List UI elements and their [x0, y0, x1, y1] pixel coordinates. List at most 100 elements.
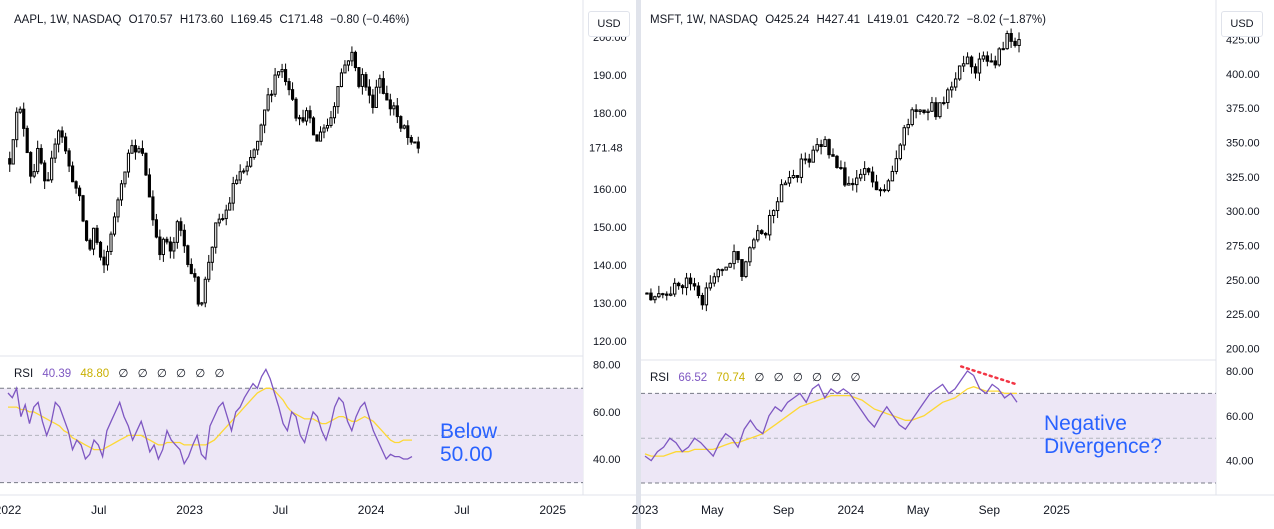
time-tick-label: 2025 [539, 503, 566, 517]
candle-body [133, 145, 138, 153]
candle-body [918, 109, 922, 113]
candle-body [409, 137, 413, 143]
candle-body [126, 152, 131, 173]
rsi-tick-label: 40.00 [1226, 456, 1254, 468]
candle-body [315, 134, 319, 142]
candle-body [712, 276, 716, 284]
rsi-placeholder: ∅ [812, 372, 823, 384]
currency-button[interactable]: USD [588, 11, 630, 37]
candle-body [661, 293, 665, 296]
currency-button[interactable]: USD [1221, 11, 1263, 37]
candle-body [151, 196, 155, 221]
aapl-chart-panel[interactable]: 200.00190.00180.00170.00160.00150.00140.… [0, 0, 636, 529]
candle-body [161, 238, 165, 256]
candle-body [684, 277, 689, 289]
price-tick-label: 150.00 [593, 222, 627, 234]
candle-body [870, 171, 875, 183]
candle-body [1017, 39, 1021, 46]
candle-body [839, 166, 843, 169]
candle-body [105, 250, 110, 266]
candle-body [680, 285, 685, 289]
candle-body [748, 247, 752, 263]
candle-body [71, 165, 75, 183]
candle-body [32, 171, 36, 177]
aapl-chart-svg[interactable]: 200.00190.00180.00170.00160.00150.00140.… [0, 0, 636, 529]
candle-body [645, 292, 649, 295]
candle-body [11, 139, 15, 165]
candle-body [287, 81, 291, 91]
candle-body [906, 124, 910, 129]
candle-body [392, 105, 396, 110]
candle-body [732, 251, 736, 265]
candle-body [374, 86, 378, 108]
candle-body [795, 175, 800, 178]
msft-chart-svg[interactable]: 425.00 400.00 375.00 350.00 325.00 300.00 275.… [632, 0, 1274, 529]
candle-body [835, 155, 839, 168]
rsi-tick-label: 40.00 [593, 454, 621, 466]
msft-change: −8.02 (−1.87%) [966, 14, 1046, 26]
candle-body [938, 102, 942, 118]
candle-body [137, 148, 141, 153]
candle-body [696, 285, 701, 296]
candle-body [898, 144, 903, 160]
candle-body [91, 227, 96, 250]
candle-body [224, 209, 228, 220]
candle-body [140, 148, 145, 154]
candle-body [25, 127, 29, 154]
candle-body [231, 182, 235, 204]
price-tick-label: 190.00 [593, 70, 627, 82]
candle-body [235, 179, 239, 184]
candle-body [109, 233, 113, 252]
candle-body [413, 141, 417, 144]
price-tick-label: 400.00 [1226, 69, 1260, 81]
msft-symbol: MSFT, 1W, NASDAQ [650, 14, 758, 26]
msft-chart-panel[interactable]: 425.00 400.00 375.00 350.00 325.00 300.00 275.… [632, 0, 1274, 529]
candle-body [902, 127, 906, 146]
candle-body [203, 278, 207, 304]
candle-body [807, 158, 811, 163]
candle-body [367, 86, 371, 96]
candle-body [84, 220, 89, 241]
time-tick-label: Sep [773, 503, 795, 517]
candle-body [728, 263, 732, 268]
candle-body [985, 55, 990, 62]
candle-body [1013, 40, 1017, 46]
rsi-placeholder: ∅ [195, 368, 206, 380]
aapl-change: −0.80 (−0.46%) [330, 14, 410, 26]
price-tick-label: 200.00 [1226, 343, 1260, 355]
candle-body [744, 261, 748, 277]
rsi-placeholder: ∅ [156, 368, 167, 380]
divergence-line [959, 365, 1019, 386]
candle-body [886, 180, 891, 191]
candle-body [961, 63, 966, 67]
candle-body [182, 229, 186, 247]
candle-body [329, 117, 333, 126]
candle-body [350, 51, 354, 62]
candle-body [851, 182, 855, 186]
candle-body [855, 177, 859, 186]
rsi-value: 66.52 [678, 372, 708, 384]
candle-body [64, 136, 68, 152]
price-tick-label: 425.00 [1226, 35, 1260, 47]
candle-body [112, 216, 117, 235]
rsi-tick-label: 60.00 [1226, 411, 1254, 423]
candle-body [763, 232, 768, 236]
candle-body [406, 125, 410, 139]
time-tick-label: May [701, 503, 724, 517]
candle-body [953, 78, 958, 88]
candle-body [22, 108, 26, 129]
candle-body [811, 149, 815, 163]
candle-body [874, 181, 879, 191]
candle-body [700, 294, 705, 306]
price-tick-label: 250.00 [1226, 275, 1260, 287]
candle-body [775, 201, 780, 212]
candle-body [179, 221, 183, 231]
candle-body [934, 102, 938, 118]
candle-body [957, 65, 962, 80]
candle-body [378, 78, 382, 88]
candle-body [301, 117, 305, 122]
candle-body [930, 102, 934, 112]
candle-body [799, 158, 804, 178]
candle-body [815, 144, 819, 151]
msft-annotation: Negative Divergence? [1044, 412, 1162, 458]
